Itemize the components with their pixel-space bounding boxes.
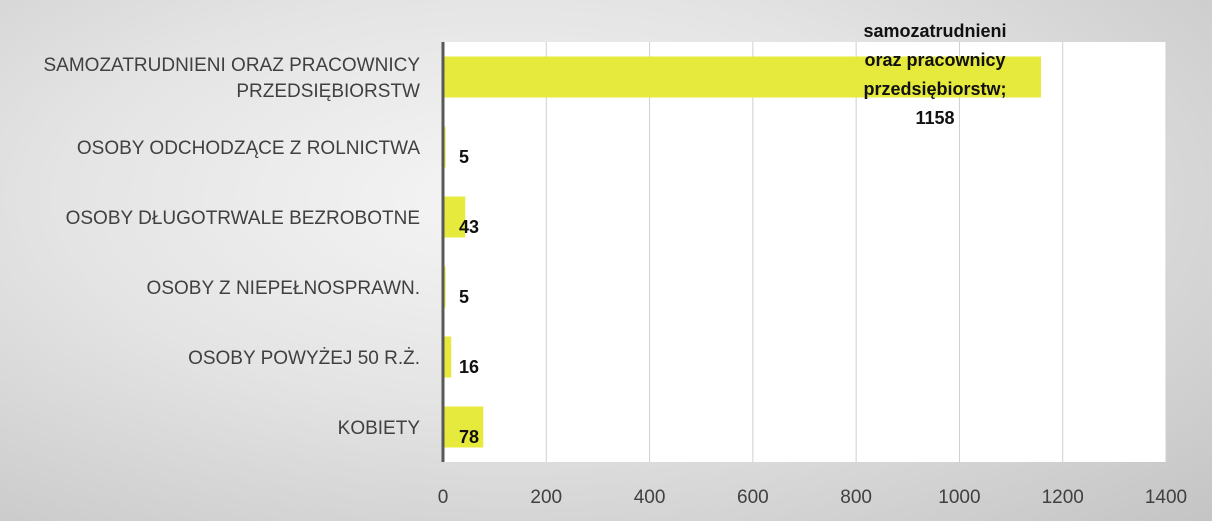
data-label: 78 <box>459 427 479 447</box>
category-label: PRZEDSIĘBIORSTW <box>236 81 420 102</box>
x-tick-label: 1200 <box>1042 487 1084 508</box>
x-tick-label: 800 <box>840 487 872 508</box>
plot-area <box>443 42 1166 462</box>
x-tick-label: 1400 <box>1145 487 1187 508</box>
bar <box>443 196 466 238</box>
data-label: oraz pracownicy <box>864 50 1005 70</box>
x-tick-label: 400 <box>634 487 666 508</box>
data-label: 16 <box>459 357 479 377</box>
data-label: przedsiębiorstw; <box>863 79 1006 99</box>
x-tick-label: 0 <box>438 487 449 508</box>
category-label: SAMOZATRUDNIENI ORAZ PRACOWNICY <box>44 55 421 76</box>
data-label: 1158 <box>915 108 954 128</box>
x-tick-label: 1000 <box>938 487 980 508</box>
data-label: 5 <box>459 287 469 307</box>
category-label: KOBIETY <box>338 418 421 439</box>
category-label: OSOBY ODCHODZĄCE Z ROLNICTWA <box>77 138 420 159</box>
data-label: samozatrudnieni <box>863 21 1006 41</box>
data-label: 43 <box>459 217 479 237</box>
bar <box>443 406 484 448</box>
data-label: 5 <box>459 147 469 167</box>
category-label: OSOBY DŁUGOTRWALE BEZROBOTNE <box>66 208 420 229</box>
bar <box>443 56 1042 98</box>
category-label: OSOBY Z NIEPEŁNOSPRAWN. <box>147 278 420 299</box>
x-tick-label: 600 <box>737 487 769 508</box>
x-tick-label: 200 <box>530 487 562 508</box>
category-label: OSOBY POWYŻEJ 50 R.Ż. <box>188 348 420 369</box>
bar <box>443 336 452 378</box>
